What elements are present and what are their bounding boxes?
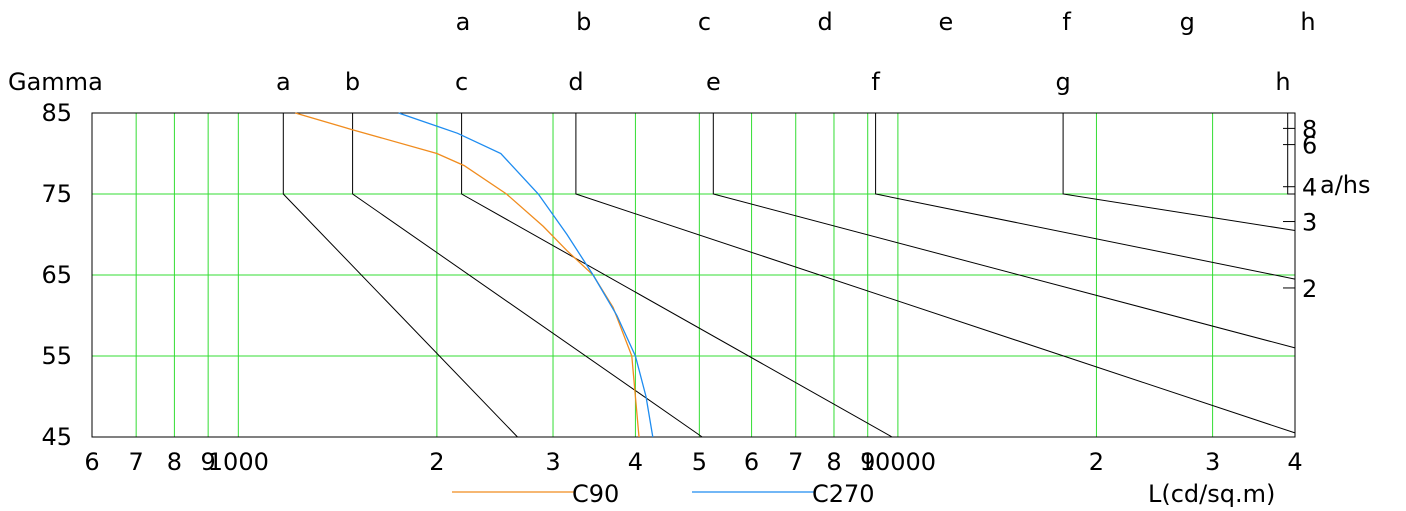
x-tick-label-0: 6 (84, 448, 99, 476)
series-lines (295, 112, 654, 438)
grid (91, 112, 1296, 438)
top-outer-label-a: a (456, 8, 471, 36)
reference-line-e (712, 113, 1296, 349)
right-tick-label-2: 2 (1302, 275, 1317, 303)
legend-label-c90: C90 (572, 480, 619, 508)
reference-line-g (1062, 113, 1296, 231)
series-line-c270 (398, 112, 654, 438)
top-inner-label-d: d (568, 68, 583, 96)
y-axis-label: Gamma (8, 68, 103, 96)
x-tick-label-6: 3 (545, 448, 560, 476)
x-tick-label-5: 2 (429, 448, 444, 476)
top-inner-label-c: c (455, 68, 468, 96)
x-tick-label-15: 3 (1205, 448, 1220, 476)
right-tick-label-4: 4 (1302, 174, 1317, 202)
top-outer-label-b: b (576, 8, 591, 36)
x-tick-label-11: 8 (826, 448, 841, 476)
y-tick-labels: 85 75 65 55 45 (41, 99, 72, 451)
reference-line-h (1287, 113, 1295, 195)
legend-label-c270: C270 (812, 480, 875, 508)
right-tick-label-3: 3 (1302, 209, 1317, 237)
top-outer-label-h: h (1300, 8, 1315, 36)
top-outer-label-f: f (1062, 8, 1071, 36)
x-tick-label-14: 2 (1089, 448, 1104, 476)
right-axis-label: a/hs (1320, 171, 1371, 199)
top-outer-label-c: c (698, 8, 711, 36)
y-tick-label-65: 65 (41, 261, 72, 289)
x-tick-label-10: 7 (788, 448, 803, 476)
x-axis-label: L(cd/sq.m) (1148, 480, 1275, 508)
top-outer-label-g: g (1180, 8, 1195, 36)
x-tick-label-16: 4 (1287, 448, 1302, 476)
x-tick-label-9: 6 (744, 448, 759, 476)
x-tick-label-8: 5 (692, 448, 707, 476)
reference-line-c (461, 113, 893, 438)
reference-line-d (575, 113, 1296, 434)
y-tick-label-55: 55 (41, 342, 72, 370)
top-outer-label-e: e (938, 8, 953, 36)
top-inner-label-e: e (706, 68, 721, 96)
reference-line-f (875, 113, 1296, 280)
series-line-c90 (295, 112, 640, 438)
x-tick-label-13: 10000 (860, 448, 936, 476)
right-axis-ticks: 86 4 3 2 (1283, 115, 1317, 303)
top-inner-label-h: h (1275, 68, 1290, 96)
top-inner-label-b: b (345, 68, 360, 96)
top-inner-label-g: g (1055, 68, 1070, 96)
right-tick-label-6: 6 (1302, 132, 1317, 160)
x-tick-label-12: 9 (860, 448, 875, 476)
x-tick-label-7: 4 (628, 448, 643, 476)
plot-frame (91, 112, 1296, 438)
reference-lines (282, 113, 1296, 438)
legend: C90 C270 (452, 480, 875, 508)
x-tick-label-3: 9 (201, 448, 216, 476)
top-outer-label-d: d (818, 8, 833, 36)
top-inner-label-a: a (276, 68, 291, 96)
x-tick-label-1: 7 (129, 448, 144, 476)
top-inner-label-f: f (871, 68, 880, 96)
top-labels: a b c d e f g h a b c d e f g h (276, 8, 1316, 96)
x-tick-label-4: 1000 (208, 448, 269, 476)
y-tick-label-45: 45 (41, 423, 72, 451)
reference-line-b (352, 113, 703, 438)
reference-line-a (282, 113, 518, 438)
right-tick-label-8: 8 (1302, 115, 1317, 143)
x-tick-label-2: 8 (167, 448, 182, 476)
y-tick-label-85: 85 (41, 99, 72, 127)
y-tick-label-75: 75 (41, 180, 72, 208)
plot-border (91, 112, 1296, 438)
